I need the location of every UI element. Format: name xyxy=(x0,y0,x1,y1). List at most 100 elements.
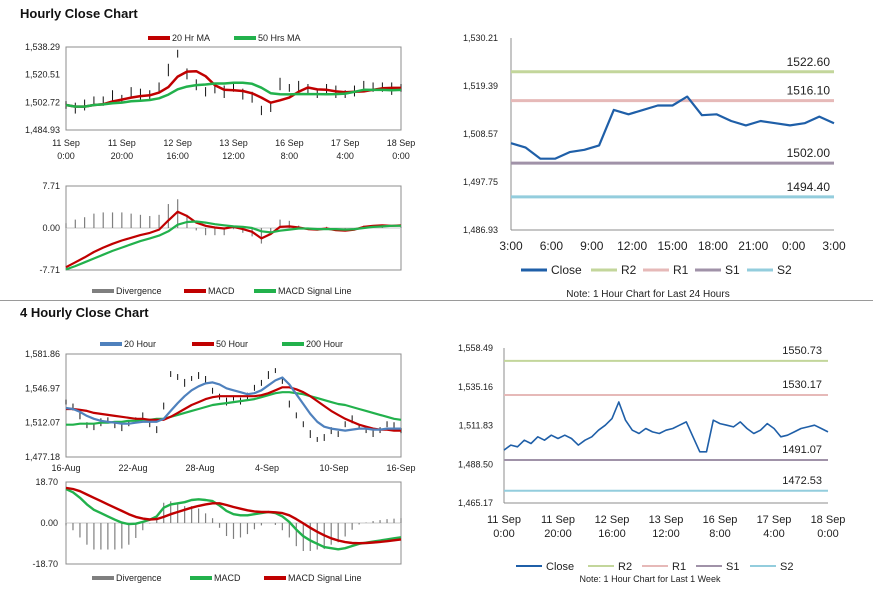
hourly-sr-level-label-S1: 1502.00 xyxy=(787,146,831,160)
four-hourly-sr-xtick-6: 18 Sep xyxy=(811,514,846,526)
four-hourly-sr-xtick-1: 11 Sep xyxy=(541,514,575,526)
four-hourly-sr-level-label-R2: 1550.73 xyxy=(782,345,822,357)
four-hourly-sr-xtick-time-0: 0:00 xyxy=(493,528,514,540)
hourly-price-legend-label-0: 20 Hr MA xyxy=(172,33,210,43)
hourly-price-ytick-1: 1,520.51 xyxy=(25,70,60,80)
hourly-sr-xtick-4: 15:00 xyxy=(657,239,687,253)
hourly-macd-legend-label-1: MACD xyxy=(208,286,235,296)
hourly-sr-level-label-R1: 1516.10 xyxy=(787,84,831,98)
hourly-sr-xtick-8: 3:00 xyxy=(822,239,846,253)
four-hourly-sr-xtick-5: 17 Sep xyxy=(757,514,792,526)
hourly-sr-note: Note: 1 Hour Chart for Last 24 Hours xyxy=(566,289,729,300)
hourly-sr-legend-label-3: S1 xyxy=(725,263,740,277)
four-hourly-sr-xtick-time-1: 20:00 xyxy=(544,528,572,540)
four-hourly-sr-legend-label-1: R2 xyxy=(618,561,632,573)
four-hourly-sr-ytick-0: 1,558.49 xyxy=(458,343,493,353)
hourly-price-xtick-time-4: 8:00 xyxy=(281,151,299,161)
four-hourly-sr-note: Note: 1 Hour Chart for Last 1 Week xyxy=(580,574,721,584)
four-hourly-price-xtick-5: 16-Sep xyxy=(386,463,415,473)
hourly-sr-level-label-S2: 1494.40 xyxy=(787,180,831,194)
hourly-50hr-ma-line xyxy=(65,81,402,108)
four-hourly-macd-ytick-1: 0.00 xyxy=(40,518,58,528)
hourly-sr-xtick-2: 9:00 xyxy=(580,239,604,253)
hourly-macd-legend-label-0: Divergence xyxy=(116,286,162,296)
four-hourly-sr-xtick-4: 16 Sep xyxy=(703,514,738,526)
four-hourly-sr-xtick-time-3: 12:00 xyxy=(652,528,680,540)
hourly-price-xtick-0: 11 Sep xyxy=(52,138,80,148)
hourly-sr-ytick-2: 1,508.57 xyxy=(463,129,498,139)
hourly-sr-close-line xyxy=(510,95,835,160)
hourly-sr-ytick-1: 1,519.39 xyxy=(463,81,498,91)
four-hourly-20-hour-line xyxy=(65,376,401,432)
four-hourly-sr-xtick-3: 13 Sep xyxy=(649,514,684,526)
hourly-price-xtick-2: 12 Sep xyxy=(163,138,192,148)
four-hourly-sr-xtick-0: 11 Sep xyxy=(487,514,521,526)
four-hourly-price-xtick-2: 28-Aug xyxy=(185,463,214,473)
hourly-price-xtick-time-2: 16:00 xyxy=(166,151,189,161)
four-hourly-price-frame xyxy=(65,353,402,458)
four-hourly-sr-xtick-time-5: 4:00 xyxy=(763,528,784,540)
four-hourly-sr-xtick-time-6: 0:00 xyxy=(817,528,838,540)
hourly-sr-xtick-5: 18:00 xyxy=(698,239,728,253)
section-divider xyxy=(0,300,873,301)
four-hourly-price-legend-label-2: 200 Hour xyxy=(306,339,343,349)
hourly-macd-ytick-2: -7.71 xyxy=(39,265,60,275)
hourly-price-ytick-0: 1,538.29 xyxy=(25,42,60,52)
four-hourly-price-ytick-0: 1,581.86 xyxy=(25,349,60,359)
hourly-price-xtick-time-3: 12:00 xyxy=(222,151,245,161)
hourly-sr-ytick-0: 1,530.21 xyxy=(463,33,498,43)
four-hourly-sr-level-label-R1: 1530.17 xyxy=(782,379,822,391)
four-hourly-price-legend-label-0: 20 Hour xyxy=(124,339,156,349)
hourly-sr-xtick-0: 3:00 xyxy=(499,239,523,253)
four-hourly-sr-xtick-time-2: 16:00 xyxy=(598,528,626,540)
hourly-price-xtick-3: 13 Sep xyxy=(219,138,248,148)
hourly-sr-level-label-R2: 1522.60 xyxy=(787,55,831,69)
hourly-price-xtick-6: 18 Sep xyxy=(387,138,416,148)
hourly-sr-xtick-7: 0:00 xyxy=(782,239,806,253)
hourly-price-ytick-2: 1,502.72 xyxy=(25,97,60,107)
four-hourly-sr-ytick-3: 1,488.50 xyxy=(458,459,493,469)
hourly-sr-ytick-4: 1,486.93 xyxy=(463,225,498,235)
hourly-macd-ytick-0: 7.71 xyxy=(42,181,60,191)
four-hourly-price-legend-label-1: 50 Hour xyxy=(216,339,248,349)
hourly-price-xtick-1: 11 Sep xyxy=(108,138,136,148)
four-hourly-sr-ytick-4: 1,465.17 xyxy=(458,498,493,508)
hourly-price-xtick-time-0: 0:00 xyxy=(57,151,75,161)
hourly-macd-signal-line xyxy=(65,220,401,271)
four-hourly-sr-close-line xyxy=(503,401,829,453)
hourly-sr-xtick-1: 6:00 xyxy=(540,239,564,253)
four-hourly-macd-legend-label-1: MACD xyxy=(214,573,241,583)
four-hourly-sr-legend-label-0: Close xyxy=(546,561,574,573)
hourly-sr-xtick-3: 12:00 xyxy=(617,239,647,253)
four-hourly-macd-line xyxy=(65,487,402,551)
hourly-sr-legend-label-4: S2 xyxy=(777,263,792,277)
hourly-sr-xtick-6: 21:00 xyxy=(738,239,768,253)
four-hourly-price-xtick-4: 10-Sep xyxy=(319,463,348,473)
four-hourly-price-ytick-3: 1,477.18 xyxy=(25,452,60,462)
four-hourly-price-ytick-1: 1,546.97 xyxy=(25,383,60,393)
hourly-macd-ytick-1: 0.00 xyxy=(42,223,60,233)
four-hourly-price-xtick-3: 4-Sep xyxy=(255,463,279,473)
four-hourly-50-hour-line xyxy=(66,386,401,432)
four-hourly-sr-xtick-2: 12 Sep xyxy=(595,514,630,526)
hourly-macd-legend-label-2: MACD Signal Line xyxy=(278,286,352,296)
hourly-price-legend-label-1: 50 Hrs MA xyxy=(258,33,301,43)
hourly-price-xtick-time-1: 20:00 xyxy=(111,151,134,161)
hourly-price-ytick-3: 1,484.93 xyxy=(25,125,60,135)
hourly-price-xtick-time-6: 0:00 xyxy=(392,151,410,161)
hourly-price-xtick-4: 16 Sep xyxy=(275,138,304,148)
hourly-sr-legend-label-2: R1 xyxy=(673,263,689,277)
hourly-price-xtick-5: 17 Sep xyxy=(331,138,360,148)
four-hourly-sr-legend-label-4: S2 xyxy=(780,561,793,573)
four-hourly-sr-ytick-2: 1,511.83 xyxy=(459,421,493,431)
four-hourly-sr-level-label-S1: 1491.07 xyxy=(782,444,822,456)
hourly-chart-title: Hourly Close Chart xyxy=(20,6,138,21)
four-hourly-sr-legend-label-2: R1 xyxy=(672,561,686,573)
four-hourly-price-ytick-2: 1,512.07 xyxy=(25,418,60,428)
four-hourly-price-xtick-0: 16-Aug xyxy=(51,463,80,473)
four-hourly-sr-xtick-time-4: 8:00 xyxy=(709,528,730,540)
hourly-macd-line xyxy=(65,210,402,269)
four-hourly-macd-legend-label-2: MACD Signal Line xyxy=(288,573,362,583)
hourly-price-xtick-time-5: 4:00 xyxy=(336,151,354,161)
